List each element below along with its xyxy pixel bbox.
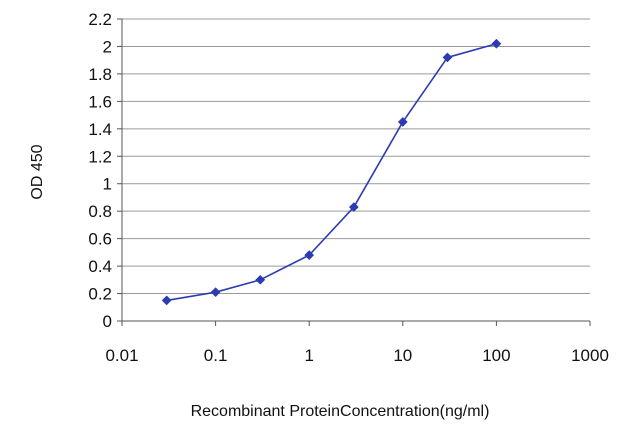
y-tick-label: 2: [103, 37, 112, 56]
y-tick-label: 0.2: [88, 285, 112, 304]
axes: [117, 18, 591, 326]
data-point: [491, 38, 502, 49]
x-tick-label: 10: [393, 346, 412, 365]
series-line: [166, 42, 497, 302]
y-tick-label: 0.4: [88, 257, 112, 276]
y-tick-label: 1.4: [88, 120, 112, 139]
gridlines: [122, 18, 590, 295]
x-tick-label: 0.01: [105, 346, 138, 365]
y-tick-label: 0.6: [88, 230, 112, 249]
data-point: [442, 52, 453, 63]
data-point: [348, 202, 359, 213]
data-point: [255, 274, 266, 285]
y-tick-label: 2.2: [88, 10, 112, 29]
data-point: [304, 250, 315, 261]
y-tick-label: 1.8: [88, 65, 112, 84]
x-tick-label: 1: [304, 346, 313, 365]
y-tick-label: 0.8: [88, 202, 112, 221]
tick-labels: 0 0.2 0.4 0.6 0.8 1 1.2 1.4 1.6 1.8 2 2.2 0.01 0.1 1 10…: [88, 10, 609, 365]
x-tick-label: 100: [482, 346, 510, 365]
data-point: [210, 287, 221, 298]
data-point: [161, 295, 172, 306]
x-axis-title: Recombinant ProteinConcentration(ng/ml): [191, 403, 490, 420]
y-axis-title: OD 450: [29, 144, 46, 199]
y-tick-label: 1: [103, 175, 112, 194]
x-tick-label: 0.1: [204, 346, 228, 365]
data-point: [397, 117, 408, 127]
data-series: [161, 38, 502, 306]
y-tick-label: 1.2: [88, 147, 112, 166]
y-tick-label: 0: [103, 312, 112, 331]
x-tick-label: 1000: [571, 346, 609, 365]
y-tick-label: 1.6: [88, 92, 112, 111]
